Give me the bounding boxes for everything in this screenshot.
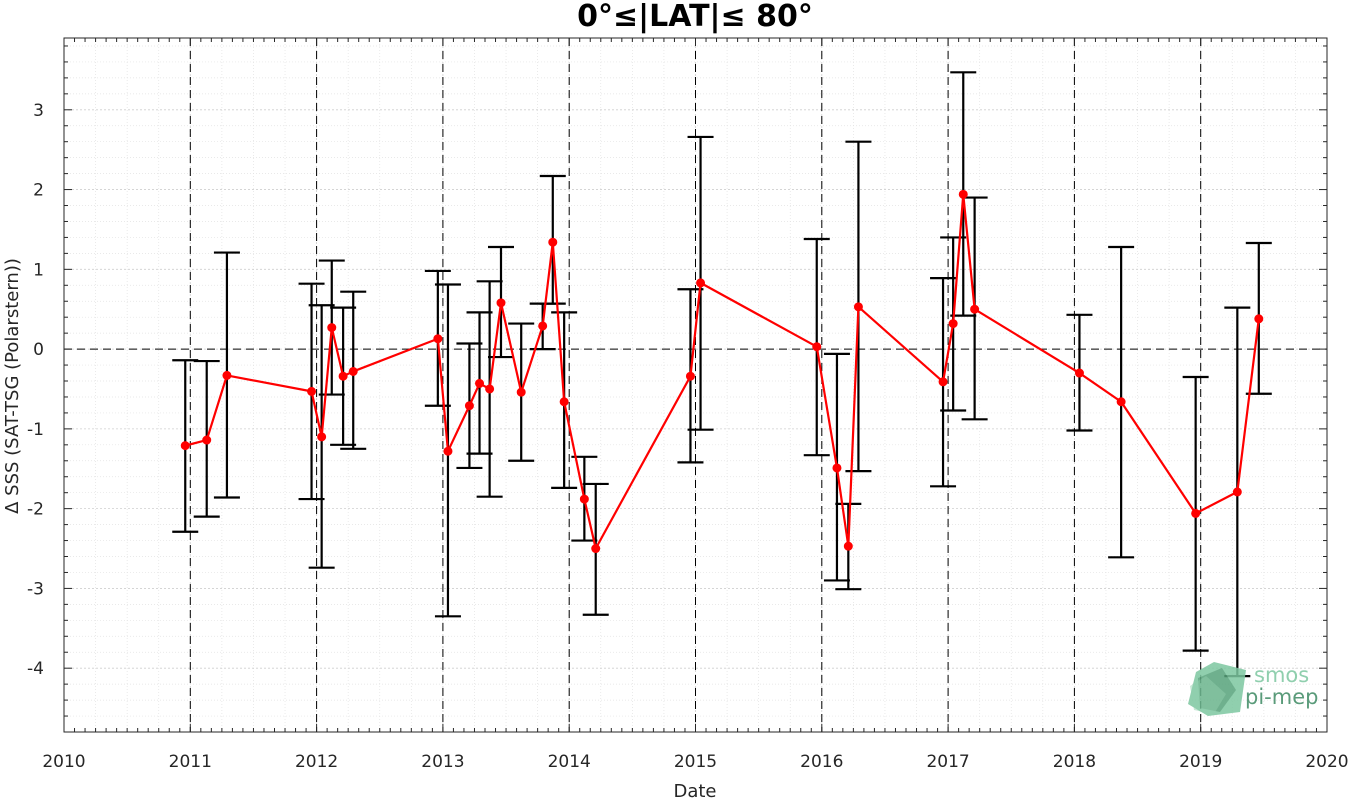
data-series — [180, 189, 1264, 554]
data-point — [548, 237, 558, 247]
data-point — [317, 432, 327, 442]
data-point — [496, 298, 506, 308]
data-point — [202, 435, 212, 445]
data-point — [1116, 397, 1126, 407]
data-point — [812, 342, 822, 352]
data-point — [338, 371, 348, 381]
data-point — [579, 494, 589, 504]
x-tick-label: 2018 — [1053, 752, 1096, 772]
data-point — [843, 541, 853, 551]
data-point — [591, 544, 601, 554]
error-bars — [172, 71, 1272, 678]
x-tick-label: 2014 — [548, 752, 591, 772]
data-point — [1074, 368, 1084, 378]
data-point — [443, 446, 453, 456]
data-point — [1191, 508, 1201, 518]
y-tick-label: 3 — [33, 101, 44, 121]
data-point — [958, 189, 968, 199]
data-point — [307, 386, 317, 396]
smos-pi-mep-logo: smos pi-mep — [1188, 662, 1318, 716]
x-tick-label: 2020 — [1305, 752, 1348, 772]
logo-text-smos: smos — [1254, 663, 1309, 687]
data-point — [948, 319, 958, 329]
data-point — [222, 370, 232, 380]
data-point — [1254, 314, 1264, 324]
x-tick-label: 2016 — [800, 752, 843, 772]
data-point — [433, 334, 443, 344]
data-point — [685, 371, 695, 381]
data-point — [348, 366, 358, 376]
x-tick-label: 2010 — [42, 752, 85, 772]
y-tick-label: 2 — [33, 181, 44, 201]
y-axis-label: Δ SSS (SAT-TSG (Polarstern)) — [2, 258, 23, 514]
data-point — [832, 463, 842, 473]
chart-title: 0°≤|LAT|≤ 80° — [577, 0, 813, 34]
data-point — [516, 387, 526, 397]
data-point — [696, 278, 706, 288]
y-tick-label: 0 — [33, 340, 44, 360]
data-point — [475, 378, 485, 388]
tick-labels: 2010 2011 2012 2013 2014 2015 2016 2017 2018 2019… — [27, 101, 1349, 772]
y-tick-label: -4 — [27, 659, 44, 679]
x-tick-label: 2012 — [295, 752, 338, 772]
x-tick-label: 2011 — [169, 752, 212, 772]
data-point — [559, 397, 569, 407]
x-tick-label: 2017 — [926, 752, 969, 772]
axis-ticks — [63, 38, 1328, 733]
logo-text-pi-mep: pi-mep — [1245, 685, 1318, 709]
y-tick-label: -3 — [27, 579, 44, 599]
data-point — [464, 401, 474, 411]
data-point — [938, 377, 948, 387]
logo-mark-icon — [1188, 662, 1246, 716]
data-point — [485, 384, 495, 394]
x-axis-label: Date — [673, 781, 716, 799]
data-point — [327, 323, 337, 333]
data-point — [1232, 487, 1242, 497]
data-point — [853, 302, 863, 312]
x-tick-label: 2019 — [1179, 752, 1222, 772]
y-tick-label: -1 — [27, 420, 44, 440]
data-point — [970, 304, 980, 314]
data-point — [180, 441, 190, 451]
x-tick-label: 2013 — [421, 752, 464, 772]
x-tick-label: 2015 — [674, 752, 717, 772]
y-tick-label: 1 — [33, 260, 44, 280]
grid — [63, 38, 1328, 733]
y-tick-label: -2 — [27, 500, 44, 520]
data-point — [538, 321, 548, 331]
